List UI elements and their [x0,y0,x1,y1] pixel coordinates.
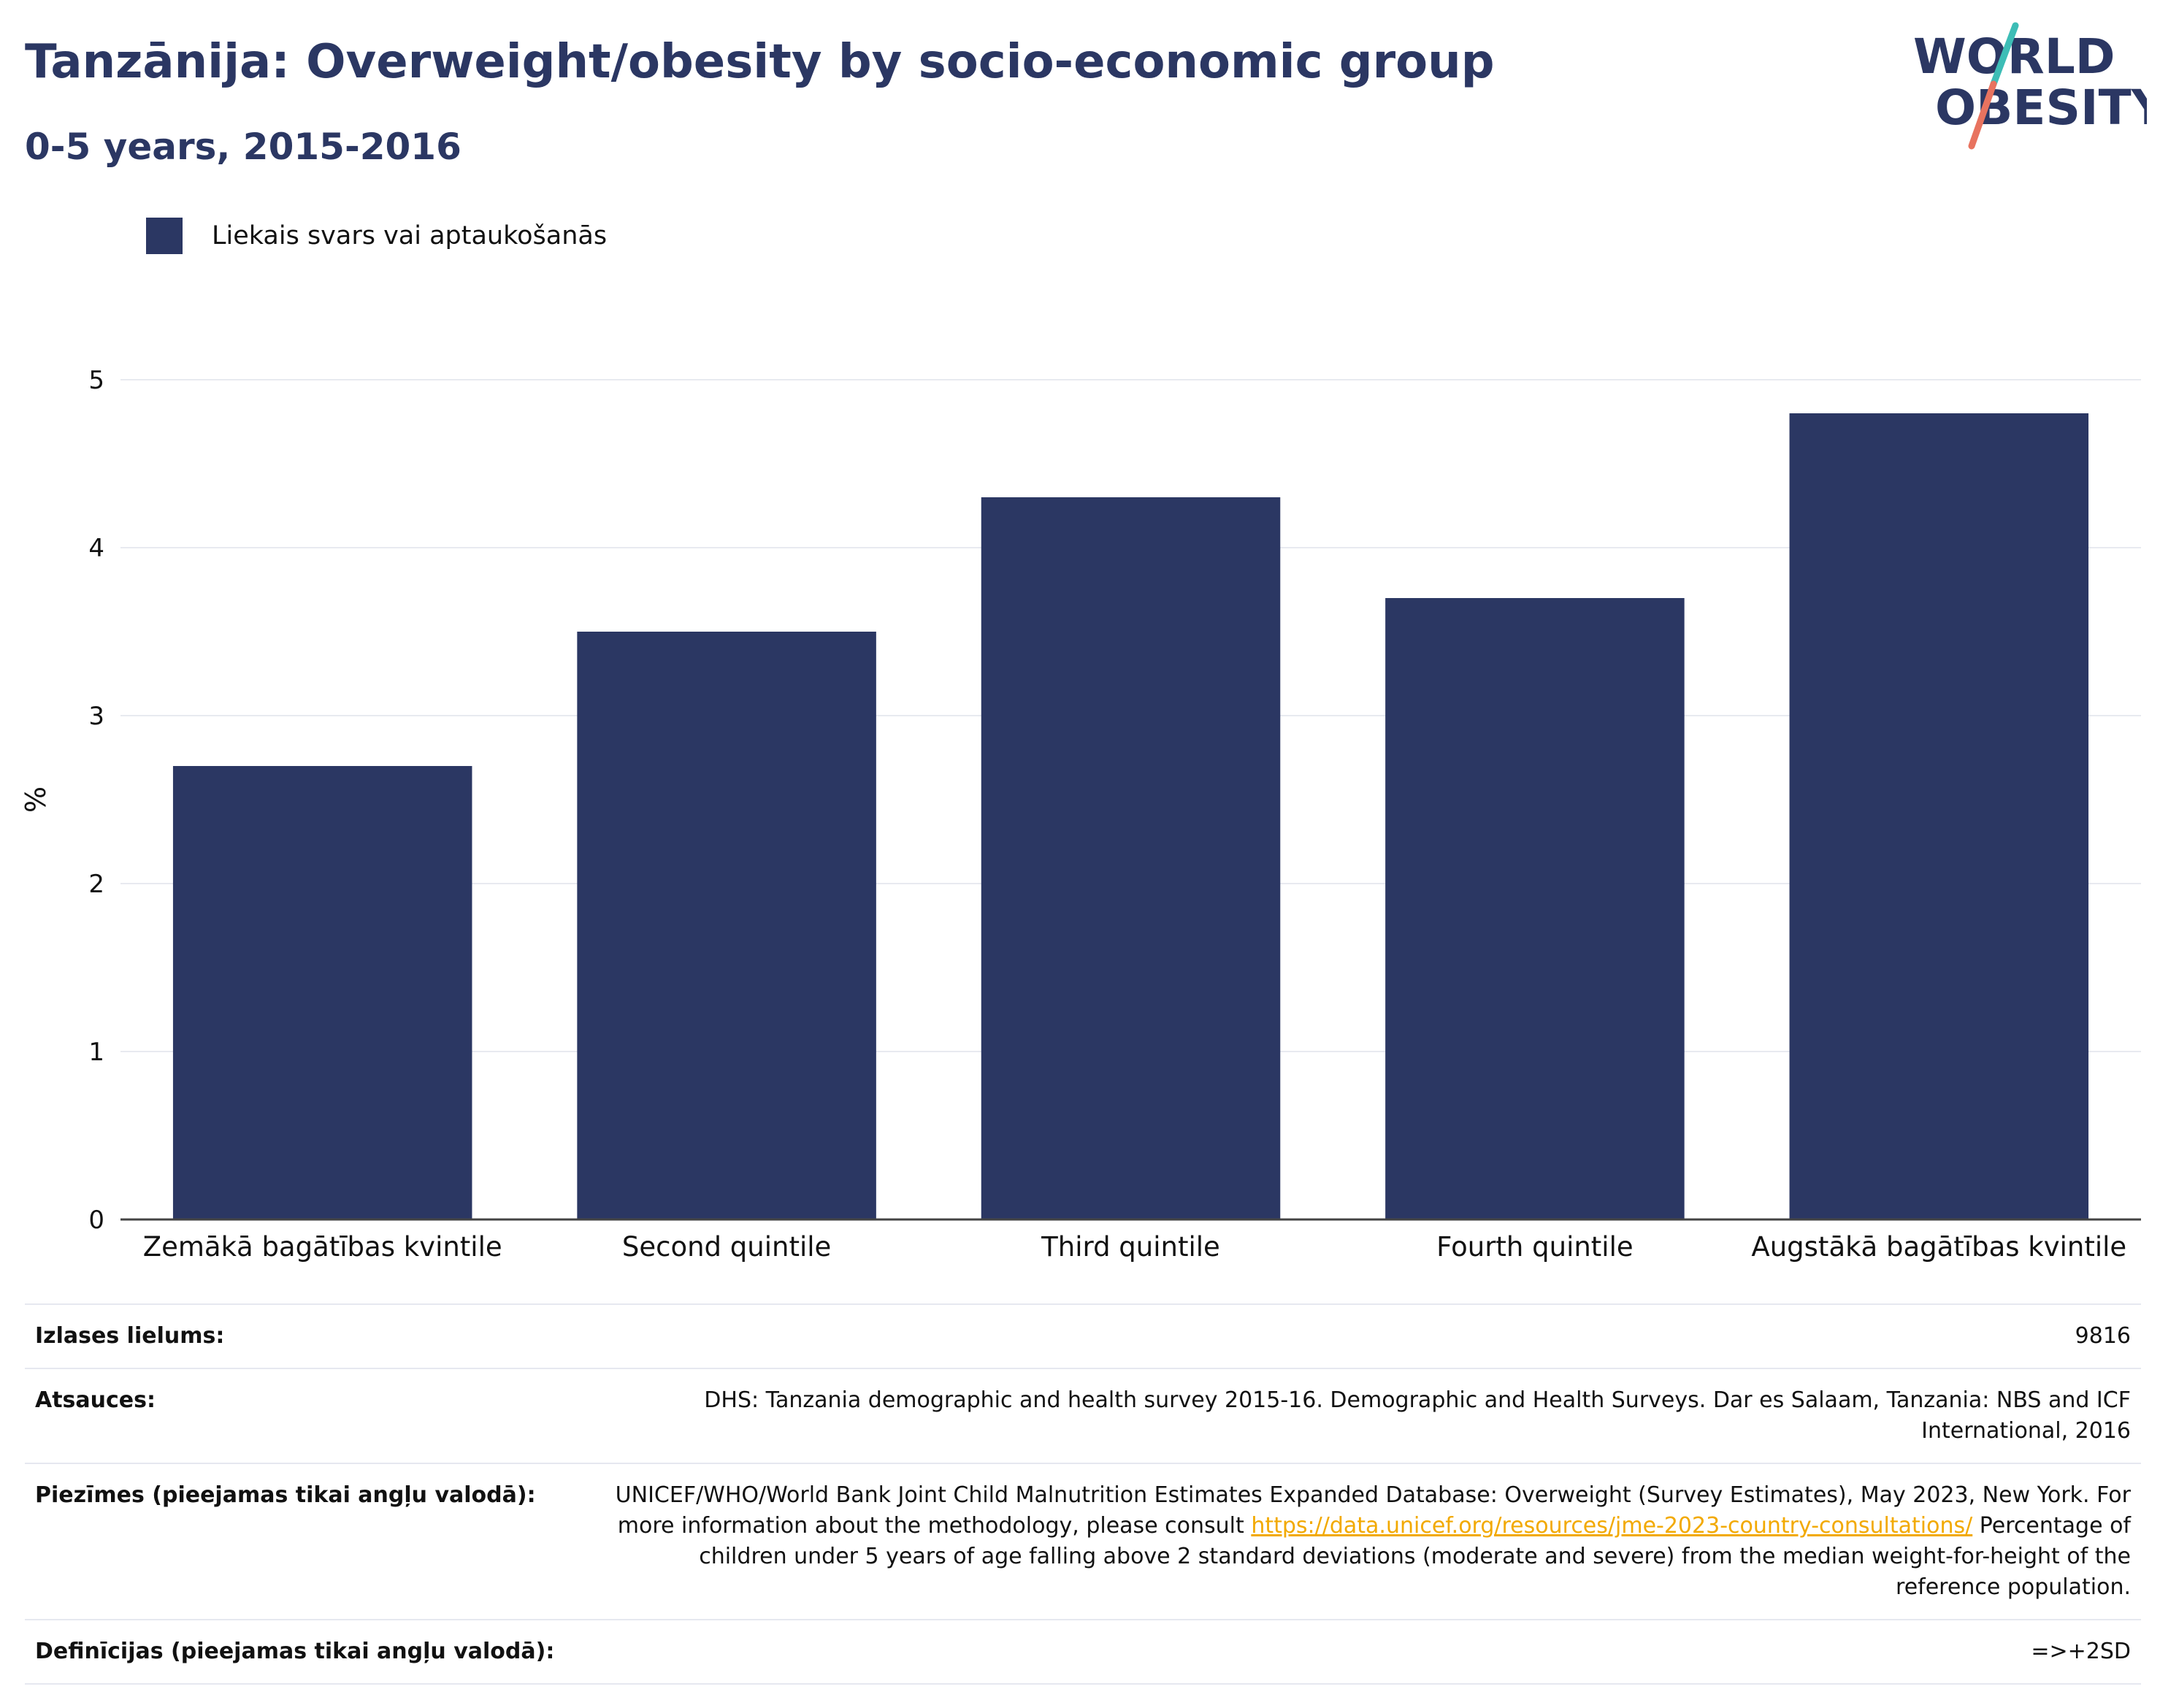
x-tick-label: Fourth quintile [1436,1231,1633,1263]
notes-label: Piezīmes (pieejamas tikai angļu valodā): [25,1463,600,1620]
sample-size-value: 9816 [600,1303,2141,1369]
notes-value: UNICEF/WHO/World Bank Joint Child Malnut… [600,1463,2141,1620]
sample-size-row: Izlases lielums: 9816 [25,1303,2141,1369]
chart-title: Tanzānija: Overweight/obesity by socio-e… [25,35,1495,89]
chart-legend[interactable]: Liekais svars vai aptaukošanās [146,218,607,254]
notes-text-before: UNICEF/WHO/World Bank Joint Child Malnut… [615,1482,2131,1539]
logo-text-obesity: OBESITY [1935,80,2147,136]
chart-subtitle: 0-5 years, 2015-2016 [25,126,462,168]
definitions-label: Definīcijas (pieejamas tikai angļu valod… [25,1619,600,1685]
x-tick-label: Zemākā bagātības kvintile [143,1231,502,1263]
sample-size-label: Izlases lielums: [25,1303,600,1369]
bar [577,632,876,1219]
bar [1789,413,2089,1219]
notes-link[interactable]: https://data.unicef.org/resources/jme-20… [1251,1513,1973,1539]
y-tick-label: 4 [88,534,104,563]
notes-row: Piezīmes (pieejamas tikai angļu valodā):… [25,1463,2141,1620]
bar [981,497,1281,1219]
world-obesity-logo: WORLD OBESITY [1913,22,2147,150]
y-tick-label: 2 [88,870,104,899]
y-axis-title: % [20,786,52,813]
definitions-value: =>+2SD [600,1619,2141,1685]
x-tick-label: Second quintile [622,1231,831,1263]
definitions-row: Definīcijas (pieejamas tikai angļu valod… [25,1619,2141,1685]
y-tick-label: 1 [88,1038,104,1067]
references-label: Atsauces: [25,1368,600,1464]
x-tick-label: Third quintile [1041,1231,1220,1263]
bar [172,766,472,1219]
info-table: Izlases lielums: 9816 Atsauces: DHS: Tan… [25,1303,2141,1685]
y-tick-label: 3 [88,702,104,731]
bar [1385,598,1685,1219]
legend-label: Liekais svars vai aptaukošanās [212,221,608,250]
x-tick-label: Augstākā bagātības kvintile [1751,1231,2126,1263]
y-tick-label: 5 [88,366,104,395]
bar-chart: 0 1 2 3 4 5% Zemākā bagātības kvintile Second q… [20,366,2141,1263]
legend-swatch [146,218,183,254]
references-row: Atsauces: DHS: Tanzania demographic and … [25,1368,2141,1464]
logo-slash-teal [1990,22,2019,88]
logo-slash-coral [1968,80,1997,150]
references-value: DHS: Tanzania demographic and health sur… [600,1368,2141,1464]
notes-text-after: Percentage of children under 5 years of … [699,1513,2131,1600]
y-tick-label: 0 [88,1206,104,1235]
